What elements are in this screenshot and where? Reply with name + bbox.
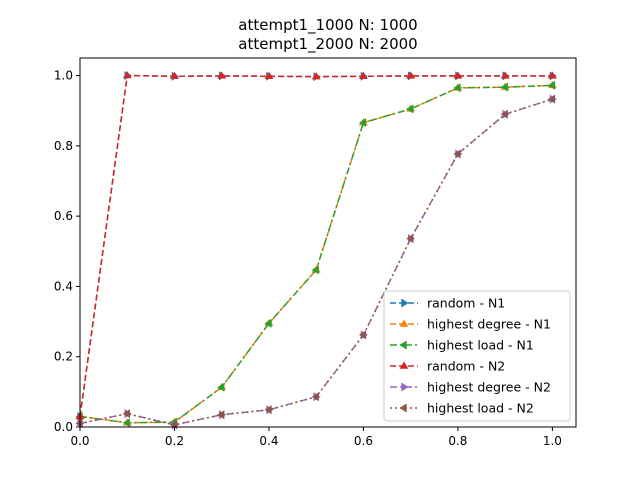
- data-point: [217, 382, 225, 392]
- legend-entry: highest load - N1: [390, 338, 534, 353]
- data-point: [358, 71, 368, 79]
- legend-label: highest load - N2: [427, 401, 534, 416]
- legend: random - N1 highest degree - N1 highest lo…: [383, 290, 571, 422]
- legend-label: highest degree - N2: [427, 380, 551, 395]
- x-tick-label: 0.0: [70, 434, 89, 448]
- legend-label: highest load - N1: [427, 338, 534, 353]
- data-point: [217, 410, 225, 420]
- legend-entry: highest degree - N2: [390, 380, 551, 395]
- data-point: [406, 71, 416, 79]
- legend-marker: [401, 298, 409, 308]
- x-tick-label: 1.0: [543, 434, 562, 448]
- y-tick-label: 0.0: [54, 420, 73, 434]
- data-point: [169, 71, 179, 79]
- plot-frame: [79, 57, 577, 428]
- legend-entry: highest degree - N1: [390, 317, 551, 332]
- data-point: [264, 405, 272, 415]
- chart-title-line-2: attempt1_2000 N: 2000: [238, 35, 417, 54]
- data-point: [547, 71, 557, 79]
- series-3: [75, 80, 556, 428]
- x-tick-label: 0.6: [354, 434, 373, 448]
- data-point: [217, 71, 227, 79]
- x-tick-label: 0.2: [165, 434, 184, 448]
- data-point: [122, 71, 132, 79]
- data-point: [264, 318, 272, 328]
- legend-entry: highest load - N2: [390, 401, 534, 416]
- y-axis: 0.0 0.2 0.4 0.6 0.8 1.0: [54, 69, 80, 434]
- legend-label: highest degree - N1: [427, 317, 551, 332]
- x-tick-label: 0.8: [448, 434, 467, 448]
- data-point: [453, 83, 461, 93]
- y-tick-label: 0.2: [54, 350, 73, 364]
- data-point: [311, 265, 319, 275]
- data-point: [406, 234, 414, 244]
- data-point: [547, 94, 556, 104]
- data-point: [311, 392, 319, 402]
- data-point: [264, 71, 274, 79]
- legend-marker: [399, 319, 409, 327]
- data-point: [358, 118, 367, 128]
- legend-entry: random - N2: [390, 359, 505, 374]
- data-point: [547, 80, 556, 90]
- legend-box: [383, 290, 571, 422]
- legend-marker: [401, 382, 409, 392]
- y-tick-label: 0.8: [54, 139, 73, 153]
- plot-series: [75, 71, 557, 430]
- data-point: [122, 409, 130, 419]
- y-tick-label: 1.0: [54, 69, 73, 83]
- y-tick-label: 0.4: [54, 279, 73, 293]
- data-point: [453, 149, 461, 159]
- x-axis: 0.0 0.2 0.4 0.6 0.8 1.0: [70, 427, 562, 448]
- legend-label: random - N1: [427, 296, 505, 311]
- series-6: [75, 94, 556, 430]
- data-point: [311, 72, 321, 80]
- y-tick-label: 0.6: [54, 209, 73, 223]
- chart-title-line-1: attempt1_1000 N: 1000: [238, 16, 417, 35]
- data-point: [500, 82, 508, 92]
- x-tick-label: 0.4: [259, 434, 278, 448]
- data-point: [453, 71, 463, 79]
- legend-marker: [399, 403, 407, 413]
- data-point: [500, 109, 508, 119]
- data-point: [358, 330, 367, 340]
- data-point: [122, 418, 130, 428]
- legend-marker: [399, 361, 409, 369]
- legend-label: random - N2: [427, 359, 505, 374]
- legend-marker: [399, 340, 407, 350]
- data-point: [406, 104, 414, 114]
- data-point: [75, 418, 83, 428]
- legend-entry: random - N1: [390, 296, 505, 311]
- data-point: [500, 71, 510, 79]
